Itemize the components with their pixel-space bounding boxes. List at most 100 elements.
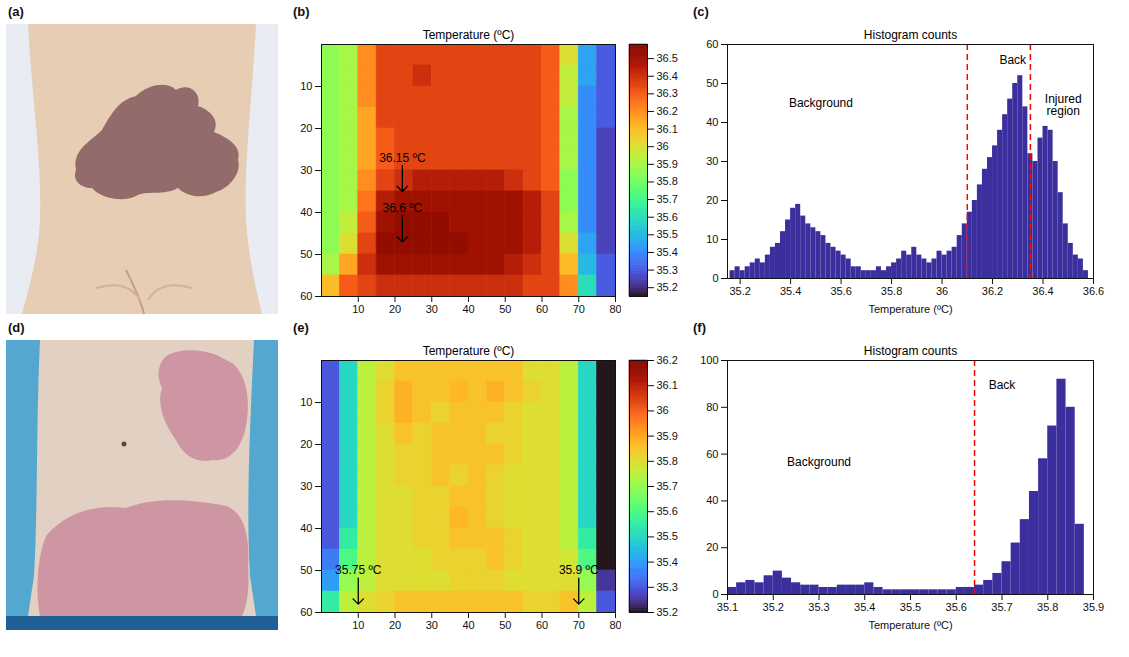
html-text:(b): (b) <box>293 4 310 19</box>
svg-text:35.9: 35.9 <box>657 158 678 170</box>
svg-text:35.7: 35.7 <box>657 480 678 492</box>
svg-text:10: 10 <box>352 303 364 315</box>
svg-text:40: 40 <box>462 619 474 631</box>
svg-text:10: 10 <box>352 619 364 631</box>
svg-text:35.3: 35.3 <box>808 601 829 613</box>
svg-text:20: 20 <box>300 438 312 450</box>
svg-text:35.7: 35.7 <box>657 193 678 205</box>
svg-text:35.8: 35.8 <box>657 175 678 187</box>
svg-text:40: 40 <box>300 206 312 218</box>
svg-text:35.2: 35.2 <box>763 601 784 613</box>
svg-text:10: 10 <box>706 233 718 245</box>
svg-text:36.5: 36.5 <box>657 52 678 64</box>
svg-text:35.4: 35.4 <box>657 556 678 568</box>
svg-text:36.6: 36.6 <box>1083 285 1104 297</box>
svg-text:Temperature (ºC): Temperature (ºC) <box>423 28 515 42</box>
svg-text:50: 50 <box>499 303 511 315</box>
svg-text:35.9: 35.9 <box>1083 601 1104 613</box>
svg-text:20: 20 <box>389 619 401 631</box>
svg-text:Background: Background <box>787 455 851 469</box>
svg-text:10: 10 <box>300 80 312 92</box>
svg-text:Temperature (ºC): Temperature (ºC) <box>868 619 952 631</box>
svg-text:60: 60 <box>536 303 548 315</box>
svg-text:50: 50 <box>499 619 511 631</box>
svg-text:20: 20 <box>706 194 718 206</box>
svg-text:35.6: 35.6 <box>830 285 851 297</box>
svg-text:36: 36 <box>936 285 948 297</box>
svg-text:Background: Background <box>789 96 853 110</box>
svg-text:35.7: 35.7 <box>991 601 1012 613</box>
svg-text:40: 40 <box>462 303 474 315</box>
svg-text:35.6: 35.6 <box>657 211 678 223</box>
svg-text:60: 60 <box>706 448 718 460</box>
svg-text:40: 40 <box>706 116 718 128</box>
svg-text:35.4: 35.4 <box>657 246 678 258</box>
svg-text:60: 60 <box>706 38 718 50</box>
svg-text:50: 50 <box>300 248 312 260</box>
svg-text:35.9 ºC: 35.9 ºC <box>559 563 599 577</box>
svg-text:Back: Back <box>989 378 1017 392</box>
svg-text:Histogram counts: Histogram counts <box>864 344 957 358</box>
svg-text:0: 0 <box>712 588 718 600</box>
svg-text:80: 80 <box>609 303 621 315</box>
svg-text:36: 36 <box>657 140 669 152</box>
svg-text:30: 30 <box>300 164 312 176</box>
svg-text:35.2: 35.2 <box>657 281 678 293</box>
svg-text:20: 20 <box>300 122 312 134</box>
svg-text:60: 60 <box>536 619 548 631</box>
svg-text:35.5: 35.5 <box>657 530 678 542</box>
svg-text:35.3: 35.3 <box>657 264 678 276</box>
svg-text:36: 36 <box>657 404 669 416</box>
svg-text:70: 70 <box>573 619 585 631</box>
svg-text:0: 0 <box>712 272 718 284</box>
svg-text:40: 40 <box>706 494 718 506</box>
svg-text:36.4: 36.4 <box>657 70 678 82</box>
svg-text:40: 40 <box>300 522 312 534</box>
svg-text:20: 20 <box>389 303 401 315</box>
svg-text:20: 20 <box>706 541 718 553</box>
svg-text:35.8: 35.8 <box>881 285 902 297</box>
svg-text:80: 80 <box>609 619 621 631</box>
svg-text:36.2: 36.2 <box>657 354 678 366</box>
svg-text:35.5: 35.5 <box>900 601 921 613</box>
svg-text:35.4: 35.4 <box>854 601 875 613</box>
svg-text:35.4: 35.4 <box>780 285 801 297</box>
svg-text:35.8: 35.8 <box>657 455 678 467</box>
svg-text:36.2: 36.2 <box>982 285 1003 297</box>
svg-text:35.6: 35.6 <box>946 601 967 613</box>
svg-text:36.15 ºC: 36.15 ºC <box>379 151 426 165</box>
svg-text:80: 80 <box>706 401 718 413</box>
svg-text:30: 30 <box>426 619 438 631</box>
svg-text:36.1: 36.1 <box>657 379 678 391</box>
svg-text:35.3: 35.3 <box>657 581 678 593</box>
svg-text:60: 60 <box>300 290 312 302</box>
svg-text:30: 30 <box>426 303 438 315</box>
svg-text:60: 60 <box>300 606 312 618</box>
svg-text:35.75 ºC: 35.75 ºC <box>335 563 382 577</box>
svg-text:36.3: 36.3 <box>657 87 678 99</box>
svg-text:35.8: 35.8 <box>1037 601 1058 613</box>
svg-text:Injuredregion: Injuredregion <box>1045 92 1082 118</box>
svg-text:70: 70 <box>573 303 585 315</box>
svg-text:36.1: 36.1 <box>657 123 678 135</box>
svg-text:36.2: 36.2 <box>657 105 678 117</box>
svg-text:36.6 ºC: 36.6 ºC <box>382 201 422 215</box>
svg-text:Temperature (ºC): Temperature (ºC) <box>868 303 952 315</box>
svg-text:10: 10 <box>300 396 312 408</box>
svg-text:35.5: 35.5 <box>657 228 678 240</box>
svg-text:100: 100 <box>700 354 718 366</box>
svg-text:50: 50 <box>706 77 718 89</box>
svg-text:30: 30 <box>706 155 718 167</box>
svg-text:35.2: 35.2 <box>657 606 678 618</box>
svg-text:35.1: 35.1 <box>717 601 738 613</box>
svg-text:Temperature (ºC): Temperature (ºC) <box>423 344 515 358</box>
svg-text:Histogram counts: Histogram counts <box>864 28 957 42</box>
svg-text:36.4: 36.4 <box>1032 285 1053 297</box>
svg-text:35.9: 35.9 <box>657 430 678 442</box>
svg-text:Back: Back <box>999 53 1027 67</box>
svg-text:35.2: 35.2 <box>729 285 750 297</box>
svg-text:50: 50 <box>300 564 312 576</box>
svg-text:30: 30 <box>300 480 312 492</box>
html-text:(a): (a) <box>8 4 24 19</box>
svg-text:35.6: 35.6 <box>657 505 678 517</box>
